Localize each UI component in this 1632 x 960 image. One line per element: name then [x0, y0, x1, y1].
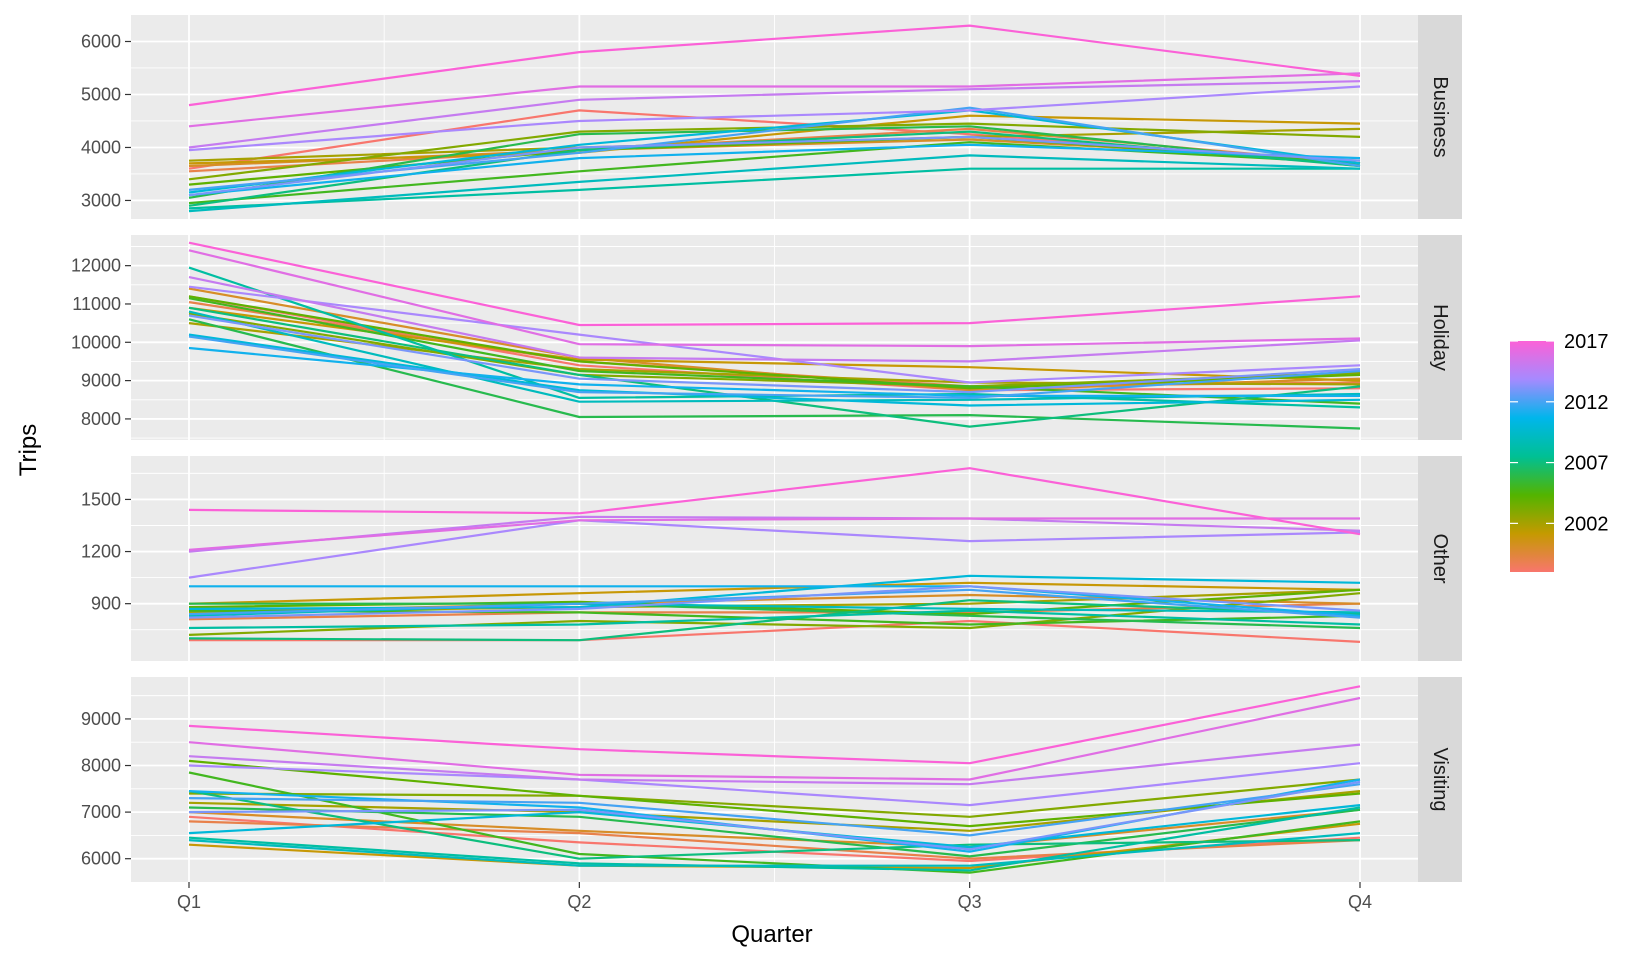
y-tick-label: 1500 [81, 489, 121, 509]
series-line-2011 [189, 585, 1361, 617]
facet-strip-label: Visiting [1429, 747, 1451, 811]
y-tick-label: 10000 [71, 332, 121, 352]
facet-visiting: 6000 7000 8000 9000 Visiting [81, 677, 1462, 882]
series-line-2009 [188, 154, 1361, 213]
x-tick-label: Q1 [177, 892, 201, 912]
series-line-2005 [188, 141, 1361, 205]
series-line-2008 [188, 609, 1361, 630]
series-line-2006 [188, 318, 1361, 430]
series-line-2013 [188, 585, 1361, 619]
series-line-2001 [188, 581, 1361, 605]
series-line-2008 [188, 167, 1360, 210]
series-line-2000 [188, 808, 1361, 849]
series-line-2016 [188, 696, 1361, 781]
series-line-2015 [188, 743, 1361, 786]
series-line-2011 [188, 346, 1360, 397]
y-tick-label: 3000 [81, 190, 121, 210]
y-tick-label: 5000 [81, 84, 121, 104]
series-line-2013 [188, 135, 1361, 197]
series-line-2016 [188, 517, 1360, 551]
series-line-2015 [188, 80, 1361, 149]
facet-other: 900 1200 1500 Other [81, 456, 1462, 661]
x-tick-label: Q3 [958, 892, 982, 912]
y-tick-label: 6000 [81, 31, 121, 51]
series-line-2006 [188, 806, 1361, 858]
facet-strip [1418, 677, 1462, 882]
y-tick-label: 7000 [81, 802, 121, 822]
facet-strip [1418, 456, 1462, 661]
facet-strip-label: Other [1429, 533, 1451, 583]
series-line-2007 [188, 599, 1361, 642]
series-line-2001 [188, 114, 1361, 165]
series-line-2013 [188, 314, 1361, 394]
facet-strip [1418, 15, 1462, 219]
facet-strip [1418, 235, 1462, 440]
series-line-2016 [188, 249, 1361, 348]
facet-strip-label: Holiday [1429, 304, 1451, 371]
y-tick-label: 9000 [81, 709, 121, 729]
series-line-2007 [188, 790, 1361, 860]
series-line-2004 [188, 135, 1361, 186]
legend-label: 2017 [1564, 331, 1609, 353]
x-tick-label: Q2 [567, 892, 591, 912]
y-tick-label: 8000 [81, 409, 121, 429]
legend-label: 2007 [1564, 453, 1609, 475]
series-line-2012 [188, 783, 1361, 837]
series-line-2017 [188, 685, 1361, 765]
x-axis: Q1 Q2 Q3 Q4 [177, 882, 1372, 912]
y-tick-label: 9000 [81, 371, 121, 391]
series-line-2011 [188, 143, 1361, 197]
series-line-2003 [188, 778, 1361, 818]
series-line-2008 [188, 806, 1361, 872]
legend-colorbar [1510, 341, 1554, 572]
series-group [188, 467, 1361, 643]
legend-label: 2002 [1564, 513, 1609, 535]
y-tick-label: 11000 [72, 294, 121, 314]
color-legend: 2017 2012 2007 2002 [1510, 331, 1609, 572]
series-line-2014 [188, 519, 1361, 579]
series-line-2017 [188, 467, 1361, 536]
series-line-2013 [188, 780, 1361, 851]
x-tick-label: Q4 [1348, 892, 1372, 912]
series-group [188, 685, 1361, 874]
series-line-2009 [188, 832, 1361, 867]
series-line-2017 [188, 241, 1361, 327]
series-line-2014 [188, 85, 1361, 152]
series-line-2002 [188, 790, 1361, 832]
series-line-2012 [188, 335, 1361, 399]
y-tick-label: 1200 [81, 542, 121, 562]
series-line-2015 [188, 276, 1361, 363]
y-tick-label: 8000 [81, 756, 121, 776]
y-tick-label: 6000 [81, 849, 121, 869]
facet-holiday: 8000 9000 10000 11000 12000 Holiday [71, 235, 1462, 440]
series-group [188, 241, 1361, 430]
series-line-2017 [188, 24, 1361, 107]
facet-panels: 3000 4000 5000 6000 Business 8000 9000 10000 110… [71, 15, 1462, 882]
series-line-2016 [188, 72, 1361, 128]
facet-business: 3000 4000 5000 6000 Business [81, 15, 1462, 219]
y-tick-label: 900 [91, 594, 121, 614]
y-tick-label: 12000 [71, 256, 121, 276]
y-axis-title: Trips [15, 424, 42, 476]
series-line-2006 [189, 602, 1361, 630]
series-line-2014 [188, 762, 1361, 807]
series-group [188, 24, 1361, 213]
y-tick-label: 4000 [81, 137, 121, 157]
legend-label: 2012 [1564, 392, 1609, 414]
facet-strip-label: Business [1429, 76, 1451, 157]
series-line-2010 [188, 333, 1361, 407]
x-axis-title: Quarter [731, 921, 812, 948]
